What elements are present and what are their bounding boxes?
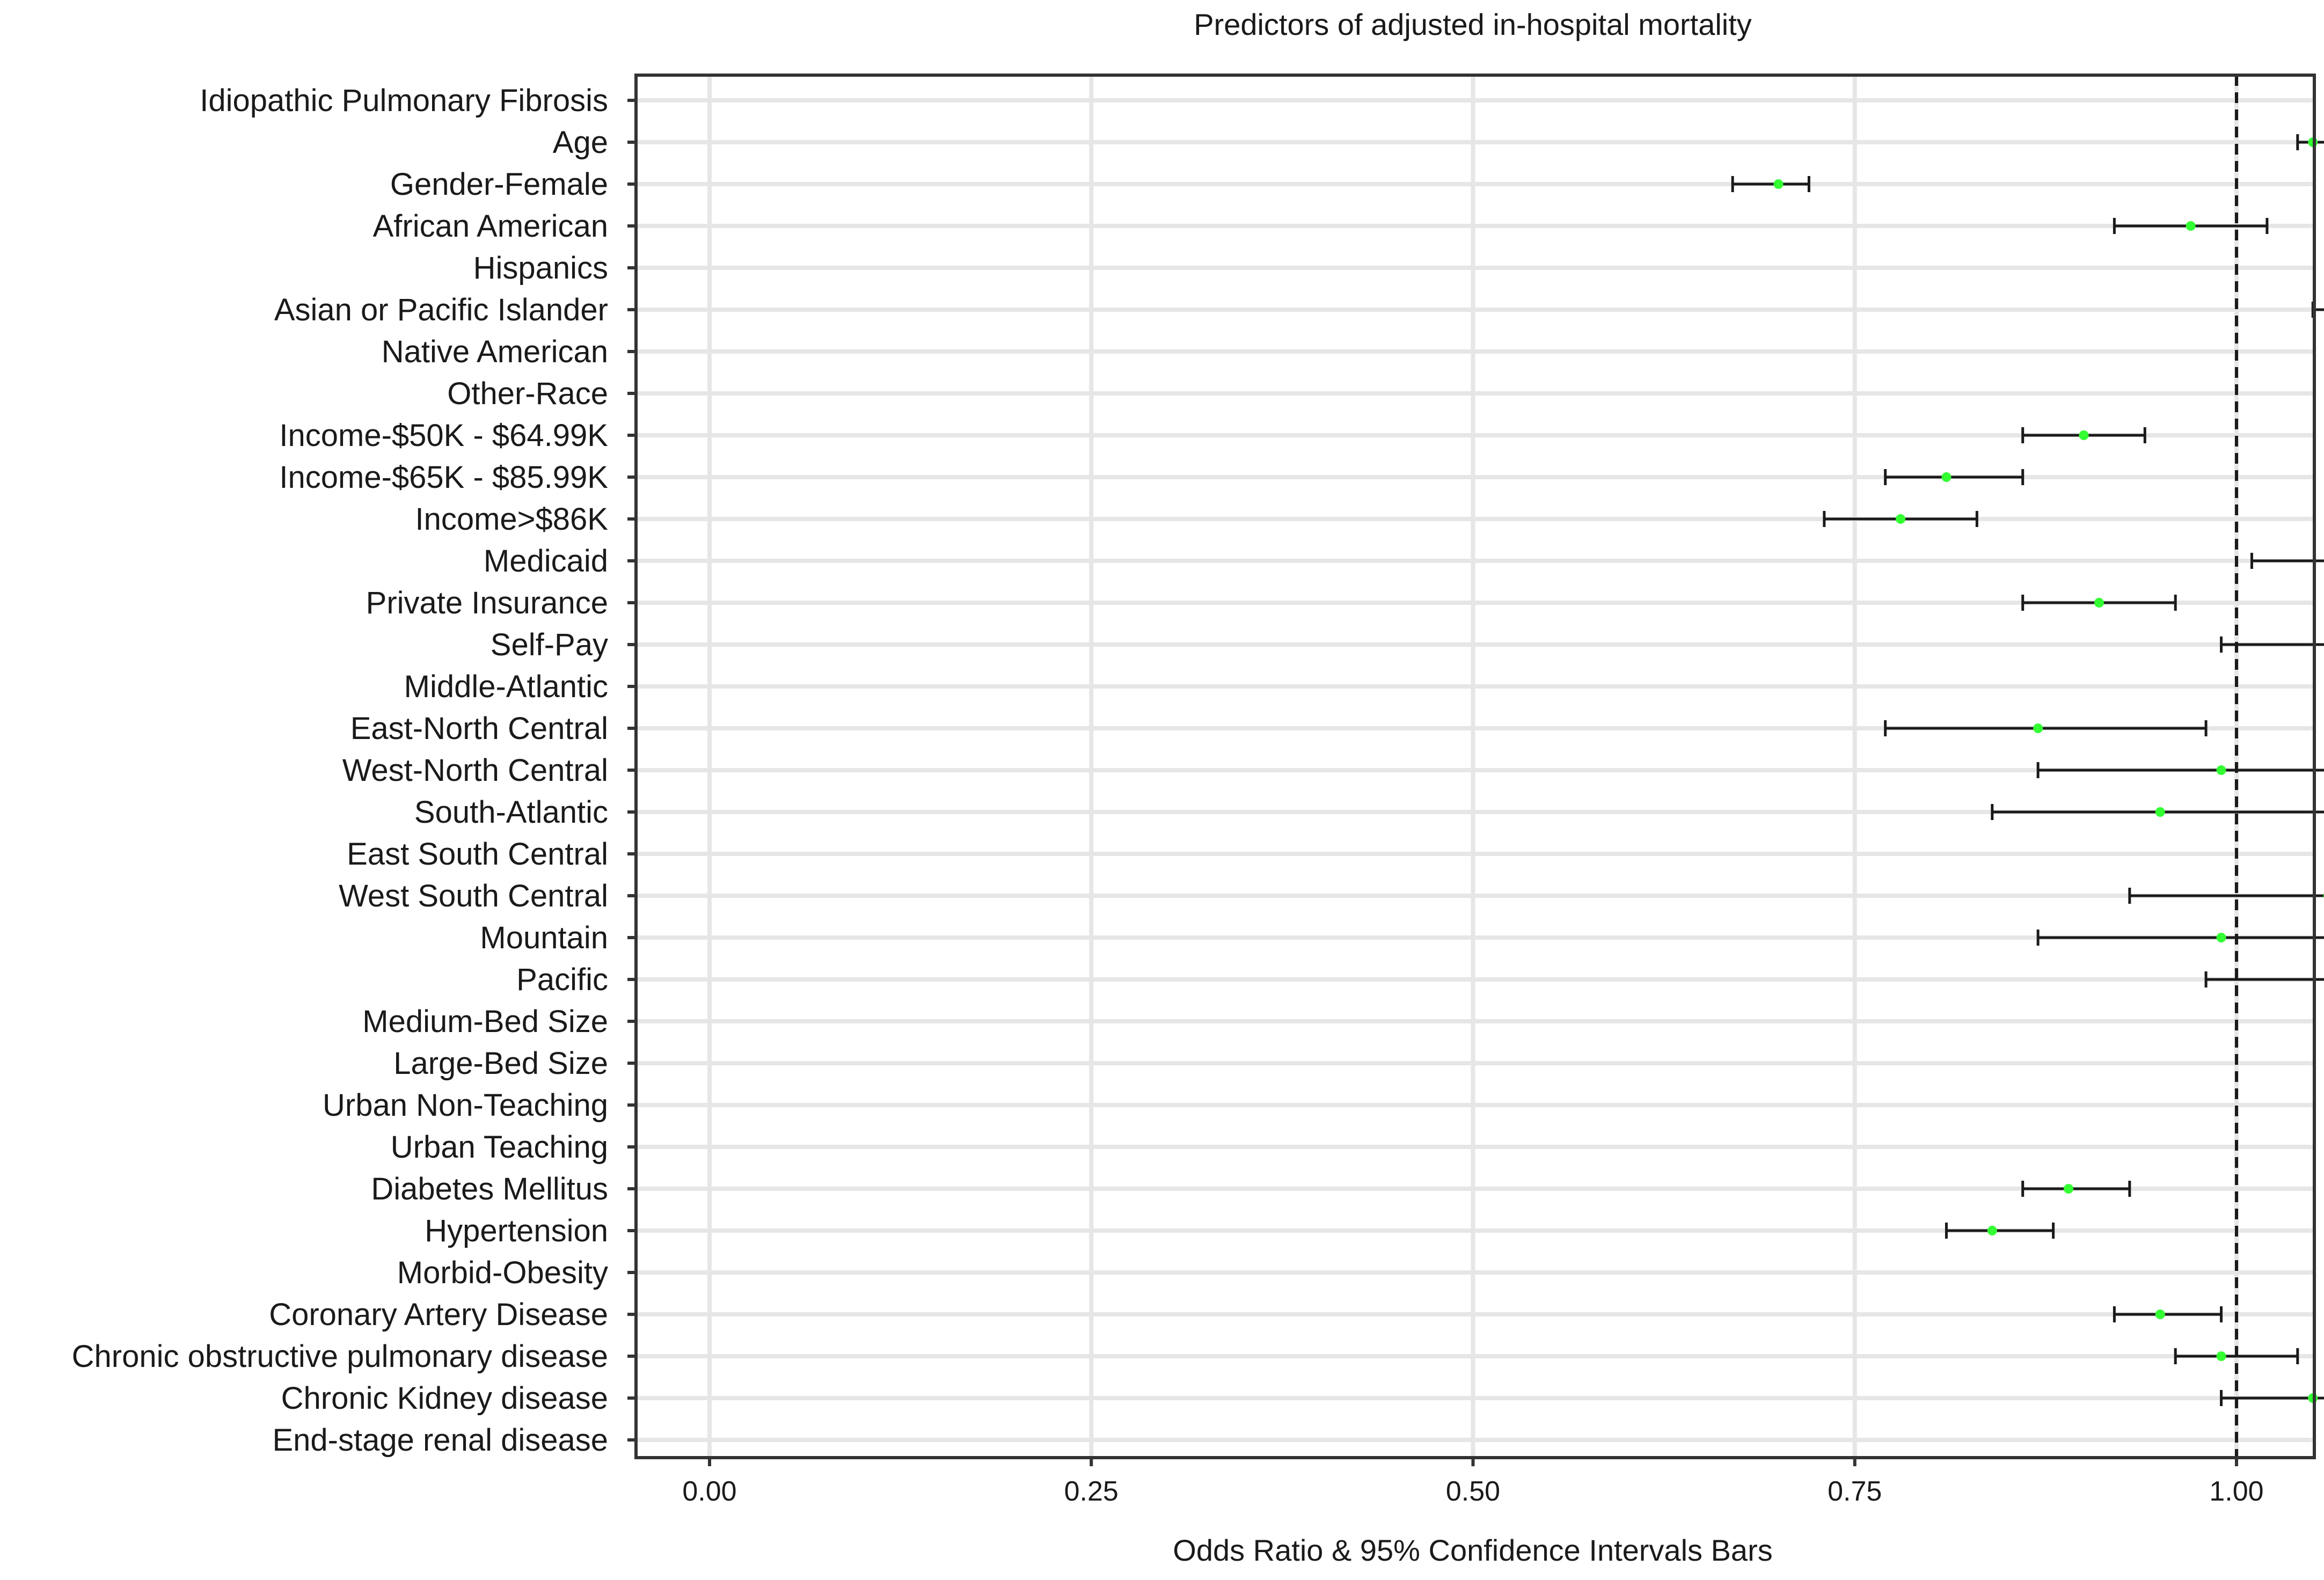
y-tick-label: Chronic obstructive pulmonary disease [72,1339,608,1374]
odds-ratio-point [1773,179,1784,189]
odds-ratio-point [2064,1184,2074,1194]
x-axis-ticks: 0.000.250.500.751.001.251.501.752.002.25… [682,1458,2264,1507]
x-tick-label: 0.25 [1064,1476,1119,1507]
y-tick-label: Private Insurance [366,586,608,620]
y-tick-label: Hispanics [473,251,608,286]
y-tick-label: West South Central [339,879,608,913]
y-tick-label: Income-$50K - $64.99K [279,418,608,453]
odds-ratio-point [2155,1310,2165,1319]
y-tick-label: Idiopathic Pulmonary Fibrosis [200,83,608,118]
y-tick-label: South-Atlantic [414,795,608,830]
odds-ratio-point [2033,723,2043,733]
y-tick-label: African American [373,209,608,244]
y-tick-label: Age [553,125,608,160]
y-tick-label: Income-$65K - $85.99K [279,460,608,495]
y-tick-label: Pacific [516,962,608,997]
x-axis-title: Odds Ratio & 95% Confidence Intervals Ba… [1173,1533,1772,1567]
odds-ratio-point [2216,765,2226,775]
y-tick-label: Self-Pay [491,627,608,662]
x-tick-label: 0.00 [682,1476,736,1507]
y-tick-label: Medicaid [484,544,608,579]
y-tick-label: Urban Teaching [391,1130,608,1165]
odds-ratio-point [2094,598,2104,608]
y-tick-label: Asian or Pacific Islander [274,292,608,327]
odds-ratio-point [1941,472,1952,482]
y-tick-label: Gender-Female [390,167,608,202]
y-tick-label: Middle-Atlantic [404,669,608,704]
y-tick-label: Diabetes Mellitus [371,1172,608,1206]
x-tick-label: 0.75 [1828,1476,1882,1507]
y-tick-label: Mountain [480,920,608,955]
grid-lines [636,75,2314,1458]
x-tick-label: 0.50 [1446,1476,1500,1507]
y-tick-label: Hypertension [425,1213,608,1248]
y-axis-ticks: Idiopathic Pulmonary Fibrosis Age Gender-F… [72,83,636,1458]
y-tick-label: East South Central [347,837,608,872]
y-tick-label: East-North Central [350,711,608,746]
odds-ratio-point [2079,430,2089,440]
plot-panel-border [634,74,2316,1459]
y-tick-label: Large-Bed Size [393,1046,608,1081]
confidence-interval-bars [1731,134,2324,1406]
y-tick-label: End-stage renal disease [272,1423,608,1458]
odds-ratio-point [2216,1351,2226,1361]
odds-ratio-point [2186,221,2196,231]
y-tick-label: Native American [382,334,608,369]
odds-ratio-point [2216,933,2226,942]
y-tick-label: Chronic Kidney disease [281,1381,608,1416]
y-tick-label: West-North Central [342,753,608,788]
odds-ratio-point [1896,514,1906,524]
y-tick-label: Morbid-Obesity [397,1255,608,1290]
y-tick-label: Coronary Artery Disease [269,1297,608,1332]
x-tick-label: 1.00 [2209,1476,2263,1507]
chart-title: Predictors of adjusted in-hospital morta… [1194,8,1752,41]
y-tick-label: Medium-Bed Size [362,1004,608,1039]
odds-ratio-point [1987,1226,1997,1235]
y-tick-label: Urban Non-Teaching [323,1088,608,1123]
y-tick-label: Other-Race [447,376,608,411]
y-tick-label: Income>$86K [415,502,608,537]
odds-ratio-point [2155,807,2165,817]
